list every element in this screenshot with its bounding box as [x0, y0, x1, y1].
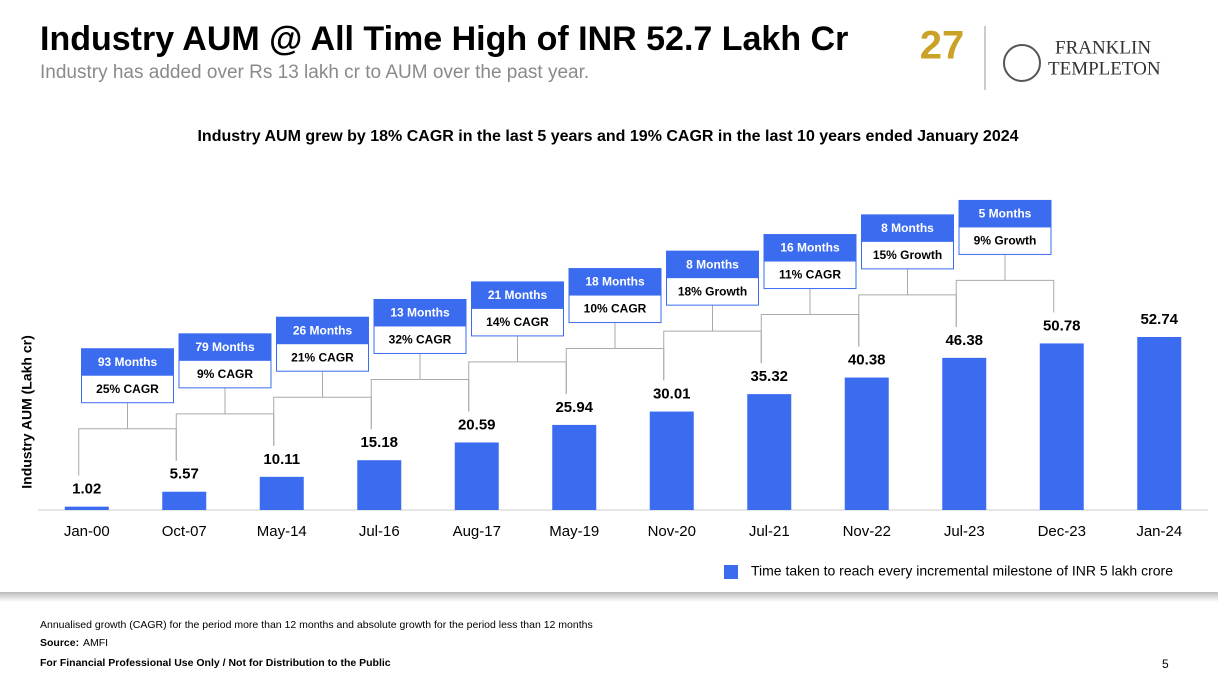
bracket	[760, 288, 860, 364]
title: Industry AUM @ All Time High of INR 52.7…	[40, 20, 848, 58]
page-number: 5	[1162, 657, 1169, 671]
x-tick-label: May-19	[549, 523, 599, 540]
x-tick-label: Jan-00	[64, 523, 110, 540]
bar	[259, 476, 304, 510]
bar	[747, 394, 792, 510]
annotation-period: 93 Months	[98, 355, 158, 369]
plot: Jan-00 1.02 Oct-07 5.57 May-14 10.11 Jul-16 15.…	[64, 199, 1182, 579]
annotation-header	[179, 333, 271, 361]
bracket	[565, 322, 665, 394]
x-tick-label: Aug-17	[453, 523, 501, 540]
x-tick-label: May-14	[257, 523, 307, 540]
bracket	[468, 335, 567, 412]
annotation-header	[276, 317, 369, 345]
legend-label: Time taken to reach every incremental mi…	[751, 563, 1173, 579]
annotation-period: 79 Months	[195, 340, 255, 354]
value-label: 1.02	[72, 481, 101, 498]
annotation-growth: 10% CAGR	[584, 302, 647, 316]
annotation-period: 13 Months	[390, 306, 450, 320]
disclaimer: For Financial Professional Use Only / No…	[40, 657, 391, 669]
x-tick-label: Oct-07	[162, 523, 207, 540]
annotation-header	[81, 348, 174, 376]
x-tick-label: Nov-22	[843, 523, 891, 540]
bar	[64, 506, 109, 510]
annotation-period: 8 Months	[881, 221, 934, 235]
annotation-growth: 18% Growth	[678, 284, 747, 298]
value-label: 25.94	[555, 399, 593, 416]
bracket	[663, 305, 762, 381]
annotation-growth: 14% CAGR	[486, 315, 549, 329]
value-label: 35.32	[750, 368, 788, 385]
annotation-header	[569, 268, 661, 296]
bar	[1137, 337, 1182, 510]
logo-badge: 27	[920, 24, 965, 68]
x-tick-label: Jul-16	[359, 523, 400, 540]
value-label: 15.18	[360, 434, 398, 451]
y-axis-label: Industry AUM (Lakh cr)	[19, 335, 35, 489]
value-label: 5.57	[170, 466, 199, 483]
bracket	[273, 371, 372, 446]
value-label: 50.78	[1043, 317, 1081, 334]
value-label: 20.59	[458, 416, 496, 433]
annotation-growth: 21% CAGR	[291, 350, 354, 364]
annotation-header	[471, 281, 564, 309]
bracket	[858, 268, 957, 347]
value-label: 10.11	[263, 451, 300, 468]
bar	[162, 491, 207, 510]
logo-icon	[1003, 44, 1041, 82]
bar	[552, 424, 597, 510]
annotation-growth: 9% CAGR	[197, 367, 253, 381]
annotation-growth: 25% CAGR	[96, 382, 159, 396]
annotation-period: 8 Months	[686, 257, 739, 271]
annotation-growth: 11% CAGR	[779, 268, 841, 282]
bar	[1039, 343, 1084, 510]
annotation-period: 26 Months	[293, 323, 353, 337]
bracket	[955, 254, 1055, 327]
chart-title: Industry AUM grew by 18% CAGR in the las…	[197, 128, 1018, 145]
logo-brand: TEMPLETON	[1048, 58, 1161, 79]
annotation-header	[861, 214, 954, 242]
x-tick-label: Nov-20	[648, 523, 696, 540]
x-tick-label: Jan-24	[1136, 523, 1182, 540]
annotation-header	[374, 299, 466, 327]
source: AMFI	[83, 637, 108, 649]
footnote: Annualised growth (CAGR) for the period …	[40, 619, 593, 631]
annotation-period: 21 Months	[488, 288, 548, 302]
bracket	[175, 387, 275, 461]
x-tick-label: Jul-21	[749, 523, 790, 540]
separator	[0, 592, 1218, 602]
annotation-period: 5 Months	[979, 207, 1032, 221]
bar	[942, 357, 987, 510]
value-label: 46.38	[945, 332, 983, 349]
bar	[454, 442, 499, 510]
annotation-growth: 32% CAGR	[389, 333, 452, 347]
bar	[649, 411, 694, 510]
logo-brand: FRANKLIN	[1055, 37, 1151, 58]
x-tick-label: Jul-23	[944, 523, 985, 540]
value-label: 30.01	[653, 386, 691, 403]
annotation-growth: 15% Growth	[873, 248, 942, 262]
source-label: Source:	[40, 637, 79, 649]
annotation-period: 16 Months	[780, 241, 840, 255]
annotation-header	[666, 251, 759, 279]
bracket	[78, 402, 177, 476]
bar	[844, 377, 889, 510]
bar	[357, 460, 402, 510]
annotation-header	[959, 200, 1051, 228]
annotation-period: 18 Months	[585, 275, 645, 289]
value-label: 40.38	[848, 352, 886, 369]
annotation-header	[764, 234, 856, 262]
x-tick-label: Dec-23	[1038, 523, 1086, 540]
subtitle: Industry has added over Rs 13 lakh cr to…	[40, 62, 589, 83]
value-label: 52.74	[1140, 311, 1178, 328]
bracket	[370, 353, 470, 430]
legend-swatch	[724, 565, 738, 579]
annotation-growth: 9% Growth	[974, 234, 1037, 248]
